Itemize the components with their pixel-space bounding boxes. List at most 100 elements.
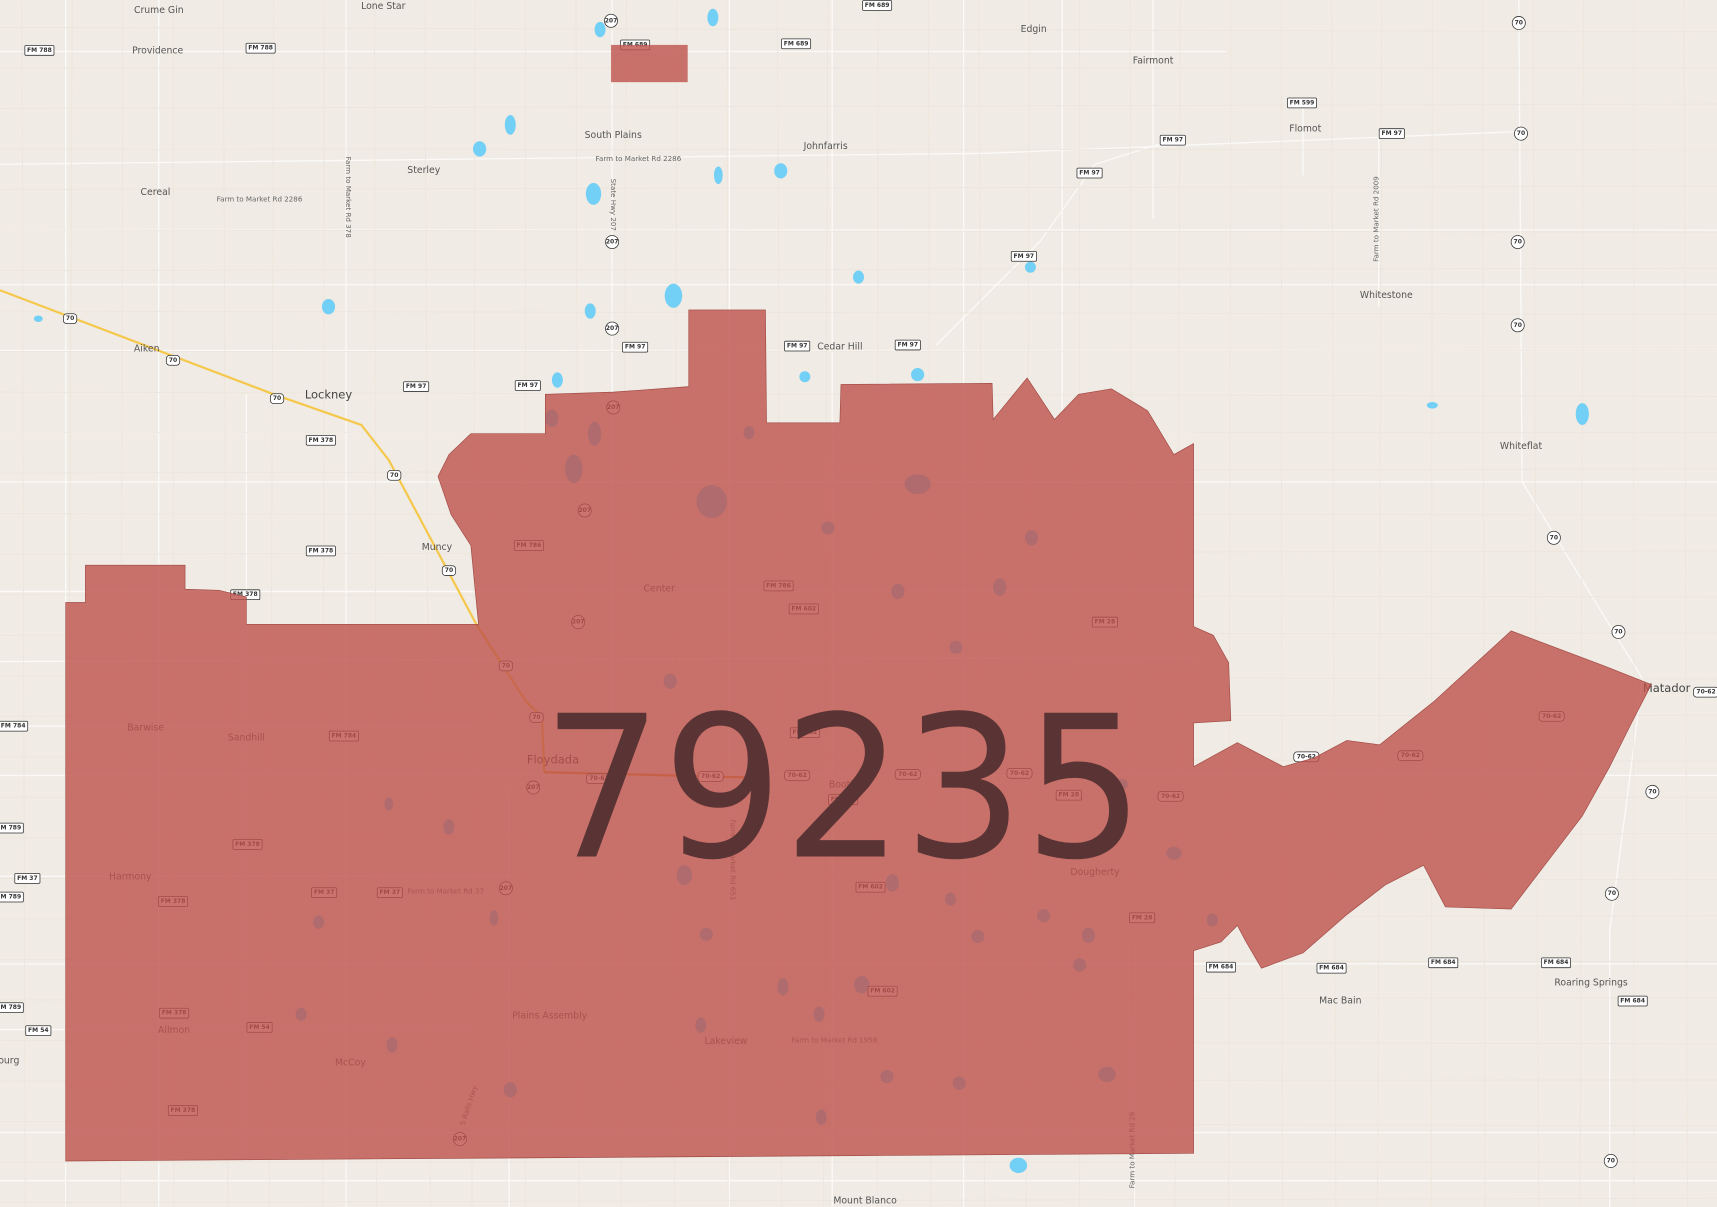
- lake: [911, 368, 925, 382]
- road-name-label: State Hwy 207: [609, 179, 618, 231]
- route-shield-fm: FM 97: [1159, 134, 1186, 146]
- route-shield-us: 70: [269, 393, 285, 404]
- lake: [1009, 1157, 1028, 1174]
- route-shield-fm: FM 97: [1010, 250, 1037, 262]
- route-number: 70-62: [1297, 753, 1316, 760]
- state-route-shield-icon: [1611, 625, 1626, 639]
- minor-road: [0, 310, 1717, 315]
- route-shield-fm: FM 789: [0, 891, 24, 903]
- route-number: FM 54: [28, 1027, 49, 1034]
- route-number: FM 97: [406, 383, 427, 390]
- lake: [713, 166, 723, 185]
- route-shield-fm: FM 97: [784, 340, 811, 352]
- minor-road: [1683, 0, 1688, 1207]
- place-label: Providence: [132, 46, 183, 57]
- farm-market-shield-icon: [305, 545, 336, 557]
- route-number: FM 97: [1162, 137, 1183, 144]
- route-shield-fm: FM 788: [245, 42, 276, 54]
- place-label: ourg: [0, 1056, 19, 1067]
- place-label: Sterley: [407, 165, 440, 176]
- minor-road: [1579, 0, 1584, 1207]
- farm-market-shield-icon: [0, 822, 24, 834]
- minor-road: [0, 229, 1717, 233]
- route-shield-state: 70: [1510, 318, 1525, 333]
- farm-market-shield-icon: [1076, 167, 1103, 179]
- farm-market-shield-icon: [25, 1025, 52, 1036]
- farm-market-shield-icon: [862, 0, 893, 11]
- route-shield-state: 70: [1603, 1154, 1618, 1168]
- lake: [1426, 401, 1438, 409]
- route-number: FM 689: [865, 2, 890, 9]
- state-route-shield-icon: [1603, 1154, 1618, 1168]
- farm-market-shield-icon: [1159, 134, 1186, 146]
- lake: [585, 182, 602, 205]
- zip-polygon-fragment[interactable]: [611, 44, 688, 83]
- route-number: FM 97: [897, 342, 918, 349]
- state-route-shield-icon: [1604, 886, 1619, 901]
- us-route-shield-icon: [269, 393, 285, 404]
- route-shield-state: 70: [1611, 625, 1626, 639]
- route-shield-fm: FM 97: [1076, 167, 1103, 179]
- farm-market-shield-icon: [0, 891, 24, 903]
- route-shield-fm: FM 684: [1541, 957, 1571, 969]
- farm-market-shield-icon: [1541, 957, 1571, 969]
- place-label: Crume Gin: [134, 5, 184, 16]
- zip-area-79235[interactable]: 79235: [65, 44, 1652, 1162]
- farm-market-shield-icon: [1010, 250, 1037, 262]
- farm-market-shield-icon: [403, 381, 430, 392]
- place-label: Cedar Hill: [817, 341, 862, 352]
- route-number: FM 378: [308, 547, 333, 554]
- place-label: Muncy: [422, 542, 453, 553]
- route-number: FM 684: [1544, 959, 1569, 966]
- lake: [774, 163, 788, 179]
- farm-market-shield-icon: [894, 339, 921, 351]
- route-shield-fm: FM 54: [25, 1025, 52, 1036]
- road-name-label: Farm to Market Rd 2286: [217, 195, 303, 204]
- place-label: Johnfarris: [803, 141, 848, 152]
- route-number: 70: [273, 395, 281, 402]
- route-number: FM 378: [233, 591, 258, 598]
- route-shield-us: 70: [165, 355, 181, 366]
- zip-code-label: 79235: [542, 674, 1144, 903]
- state-route-shield-icon: [604, 13, 618, 28]
- route-number: 70: [1550, 534, 1558, 541]
- zip-polygon[interactable]: [65, 309, 1652, 1162]
- farm-market-shield-icon: [24, 45, 55, 56]
- farm-market-shield-icon: [1617, 995, 1648, 1007]
- route-number: FM 684: [1209, 964, 1234, 971]
- minor-road: [0, 103, 1717, 109]
- route-number: FM 788: [27, 47, 52, 54]
- minor-road: [21, 0, 26, 1207]
- us-route-shield-icon: [63, 313, 78, 325]
- route-shield-fm: FM 684: [1316, 962, 1347, 974]
- lake: [664, 283, 683, 308]
- route-number: FM 789: [0, 825, 21, 832]
- route-shield-state: 70: [1511, 16, 1526, 30]
- route-number: FM 599: [1290, 99, 1315, 106]
- route-number: FM 37: [17, 875, 38, 882]
- route-shield-state: 207: [605, 321, 620, 336]
- route-shield-state: 70: [1546, 530, 1561, 545]
- route-shield-us: 70: [63, 313, 78, 325]
- route-number: 70: [1608, 890, 1616, 897]
- minor-road: [0, 148, 1717, 151]
- lake: [799, 371, 811, 383]
- route-shield-fm: FM 689: [862, 0, 893, 11]
- route-number: 70: [1614, 628, 1622, 635]
- route-shield-fm: FM 97: [894, 339, 921, 351]
- lake: [853, 270, 864, 284]
- farm-market-shield-icon: [514, 380, 541, 391]
- route-number: 70: [1517, 130, 1525, 137]
- minor-road: [0, 1197, 1717, 1204]
- place-label: Flomot: [1289, 123, 1321, 134]
- lake: [504, 115, 516, 135]
- state-route-shield-icon: [1510, 235, 1525, 250]
- route-number: 70: [169, 357, 177, 364]
- minor-road: [1377, 0, 1383, 1207]
- route-number: 207: [606, 325, 619, 332]
- state-route-shield-icon: [605, 321, 620, 336]
- place-label: South Plains: [585, 130, 642, 141]
- place-label: Cereal: [141, 187, 171, 198]
